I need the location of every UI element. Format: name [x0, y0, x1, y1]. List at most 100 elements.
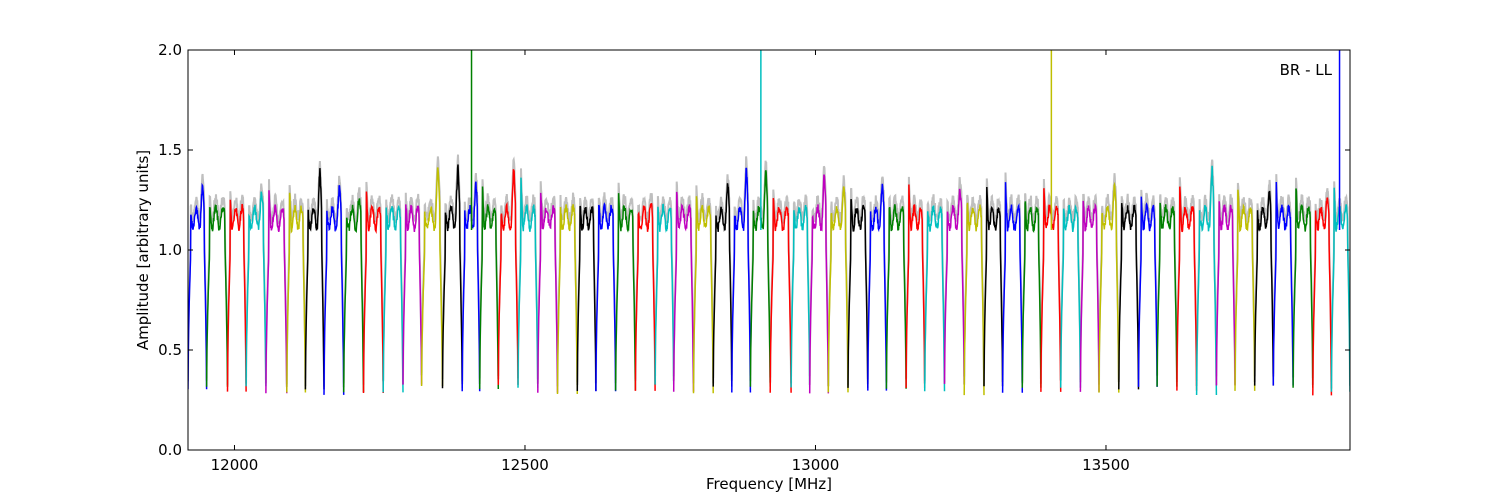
reference-trace-segment [769, 189, 793, 384]
channel-trace [382, 204, 404, 393]
channel-trace [286, 192, 307, 393]
reference-trace-segment [1059, 193, 1082, 381]
reference-trace-segment [245, 183, 267, 380]
channel-trace [692, 196, 714, 394]
channel-trace [497, 169, 519, 385]
channel-trace [1253, 190, 1275, 386]
channel-trace [1292, 188, 1314, 388]
reference-trace-segment [885, 193, 908, 383]
reference-trace-segment [634, 192, 657, 385]
channel-trace [1059, 204, 1082, 388]
axis-ticks: 12000 12500 13000 13500 0.0 0.5 1.0 1.5 2.0 [158, 41, 1350, 474]
channel-trace [1234, 189, 1256, 391]
channel-trace [983, 186, 1004, 387]
reference-trace-segment [983, 178, 1004, 376]
reference-trace-segment [847, 187, 869, 380]
channel-trace [537, 192, 559, 393]
channel-trace [943, 188, 965, 385]
channel-trace [905, 184, 926, 389]
channel-trace [1215, 201, 1236, 386]
reference-trace-segment [1156, 194, 1178, 380]
reference-trace-segment [205, 194, 229, 379]
channel-trace [672, 191, 695, 392]
reference-trace-segment [594, 192, 617, 383]
reference-trace-segment [1253, 179, 1275, 377]
reference-trace-segment [1292, 177, 1314, 379]
channel-trace [963, 202, 985, 396]
channel-trace [1156, 202, 1178, 387]
channel-trace [731, 167, 752, 393]
reference-trace-segment [1079, 193, 1100, 383]
channel-trace [402, 204, 423, 385]
channel-trace [478, 186, 500, 390]
channel-trace [1098, 181, 1120, 393]
channel-trace [265, 190, 288, 394]
reference-trace-segment [1175, 177, 1198, 383]
y-tick-label: 1.5 [158, 141, 182, 159]
reference-trace-segment [478, 179, 500, 380]
channel-trace [885, 204, 907, 389]
channel-trace [205, 203, 229, 387]
channel-trace [769, 198, 792, 393]
x-tick-label: 13500 [1082, 456, 1130, 474]
x-tick-label: 13000 [792, 456, 840, 474]
channel-trace [226, 199, 247, 392]
reference-trace-segment [188, 173, 208, 382]
plot-traces [188, 50, 1350, 396]
reference-trace-segment [536, 181, 559, 387]
channel-trace [614, 193, 637, 391]
channel-trace [441, 164, 463, 389]
channel-trace [867, 183, 888, 391]
channel-trace [245, 191, 267, 387]
reference-trace-segment [285, 185, 307, 387]
reference-trace-segment [943, 177, 966, 377]
channel-trace [1079, 200, 1100, 392]
channel-trace [576, 205, 597, 392]
channel-trace [808, 174, 830, 394]
channel-trace [1176, 186, 1198, 391]
reference-trace-segment [654, 196, 675, 377]
channel-trace [1312, 197, 1333, 396]
channel-trace [1195, 165, 1218, 396]
reference-trace-segment [923, 194, 946, 384]
channel-trace [1137, 196, 1158, 387]
channel-trace [595, 202, 617, 392]
baseline-annotation: BR - LL [1280, 61, 1333, 79]
reference-trace-segment [382, 194, 404, 385]
reference-trace-segment [963, 194, 985, 387]
channel-trace [1272, 181, 1294, 386]
y-tick-label: 0.0 [158, 441, 182, 459]
reference-trace-segment [362, 181, 385, 383]
channel-trace [654, 203, 675, 385]
y-tick-label: 1.0 [158, 241, 182, 259]
channel-trace [827, 186, 849, 393]
x-tick-label: 12000 [211, 456, 259, 474]
channel-trace [362, 191, 384, 394]
x-tick-label: 12500 [501, 456, 549, 474]
y-tick-label: 0.5 [158, 341, 182, 359]
reference-trace-segment [790, 194, 811, 377]
channel-trace [188, 182, 208, 390]
reference-trace-segment [692, 185, 715, 384]
y-axis-label: Amplitude [arbitrary units] [134, 150, 152, 350]
reference-trace-segment [226, 191, 248, 385]
channel-trace [634, 203, 656, 391]
reference-trace-segment [1117, 193, 1140, 380]
reference-trace-segment [402, 192, 423, 377]
channel-trace [1118, 203, 1140, 390]
channel-trace [304, 168, 325, 390]
channel-trace [923, 205, 946, 392]
channel-trace [790, 204, 811, 388]
reference-trace-segment [1234, 182, 1256, 385]
channel-trace [1001, 182, 1024, 393]
reference-trace-segment [1021, 193, 1042, 382]
channel-trace [323, 185, 345, 395]
x-axis-label: Frequency [MHz] [706, 475, 832, 493]
reference-trace-segment [576, 196, 597, 386]
channel-trace [342, 198, 365, 393]
reference-trace-segment [614, 182, 637, 384]
channel-trace [847, 199, 869, 388]
channel-trace [1330, 187, 1350, 392]
